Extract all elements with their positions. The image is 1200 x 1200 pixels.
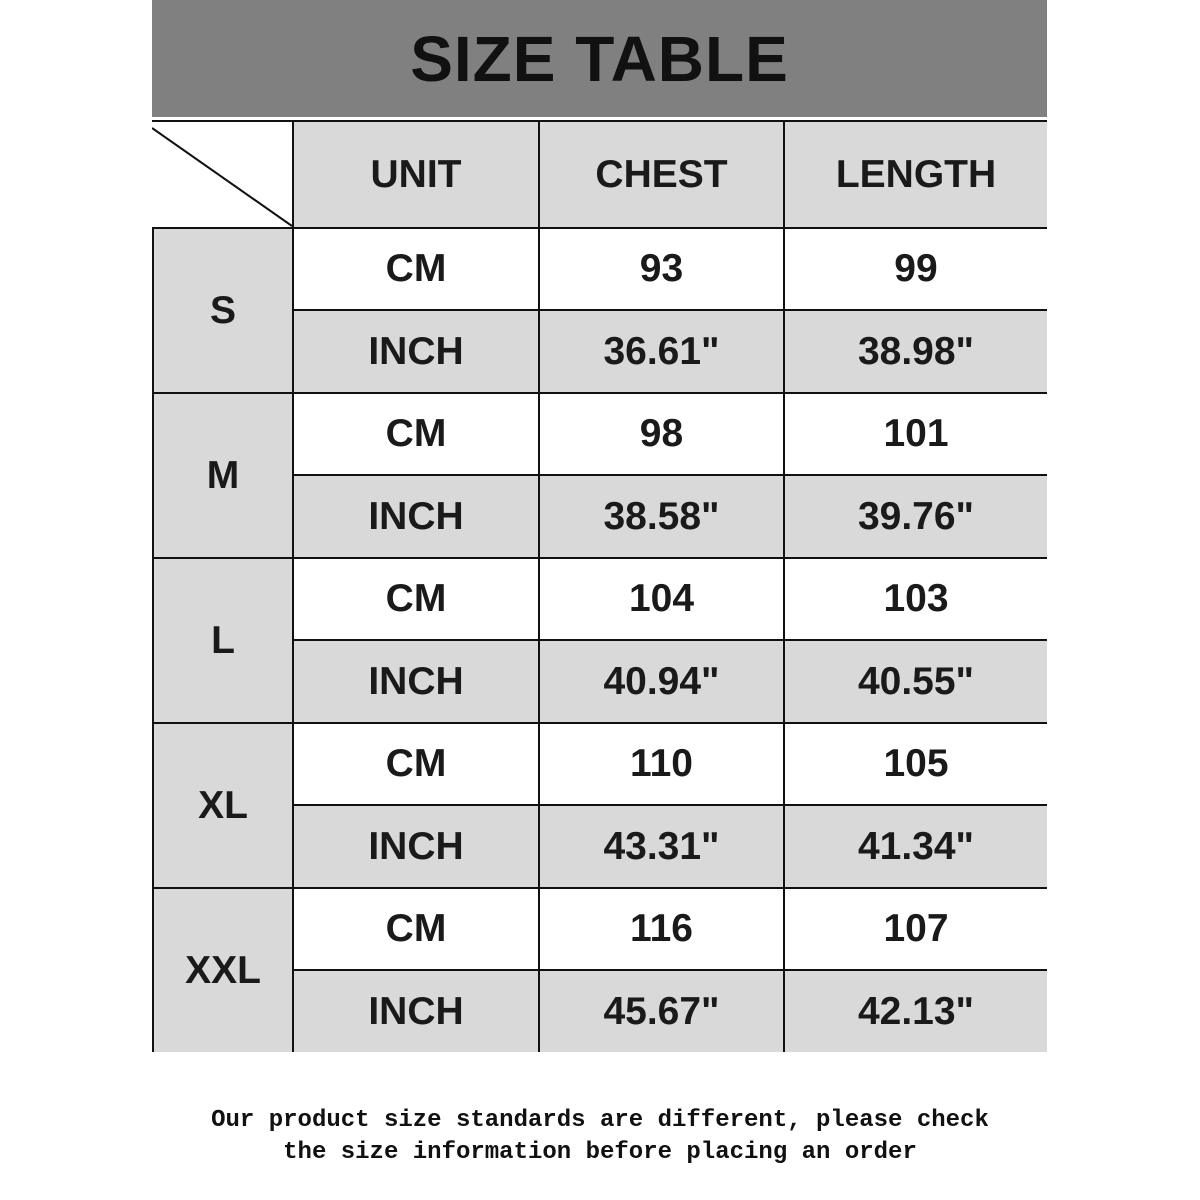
- length-cell: 41.34": [783, 804, 1047, 887]
- size-notice: Our product size standards are different…: [0, 1105, 1200, 1169]
- page-title: SIZE TABLE: [152, 0, 1047, 117]
- unit-cell: INCH: [292, 969, 538, 1052]
- unit-cell: INCH: [292, 639, 538, 722]
- chest-cell: 116: [538, 887, 783, 969]
- chest-cell: 110: [538, 722, 783, 804]
- header-chest: CHEST: [538, 120, 783, 227]
- chest-cell: 36.61": [538, 309, 783, 392]
- unit-cell: CM: [292, 392, 538, 474]
- chest-cell: 93: [538, 227, 783, 309]
- size-label-xxl: XXL: [152, 887, 292, 1052]
- notice-line-1: Our product size standards are different…: [211, 1107, 989, 1134]
- corner-cell: [151, 120, 293, 227]
- header-unit: UNIT: [292, 120, 538, 227]
- length-cell: 107: [783, 887, 1047, 969]
- diagonal-divider: [151, 127, 293, 227]
- size-label-xl: XL: [152, 722, 292, 887]
- size-label-m: M: [152, 392, 292, 557]
- unit-cell: INCH: [292, 474, 538, 557]
- chest-cell: 104: [538, 557, 783, 639]
- chest-cell: 43.31": [538, 804, 783, 887]
- unit-cell: INCH: [292, 804, 538, 887]
- chest-cell: 45.67": [538, 969, 783, 1052]
- header-length: LENGTH: [783, 120, 1047, 227]
- length-cell: 39.76": [783, 474, 1047, 557]
- size-table: UNIT CHEST LENGTH S CM 93 99 INCH 36.61" 38.98" M C…: [151, 120, 1047, 1052]
- chest-cell: 38.58": [538, 474, 783, 557]
- length-cell: 101: [783, 392, 1047, 474]
- size-label-l: L: [152, 557, 292, 722]
- size-label-s: S: [152, 227, 292, 392]
- unit-cell: CM: [292, 227, 538, 309]
- unit-cell: INCH: [292, 309, 538, 392]
- length-cell: 105: [783, 722, 1047, 804]
- length-cell: 42.13": [783, 969, 1047, 1052]
- chest-cell: 40.94": [538, 639, 783, 722]
- chest-cell: 98: [538, 392, 783, 474]
- unit-cell: CM: [292, 557, 538, 639]
- unit-cell: CM: [292, 722, 538, 804]
- length-cell: 40.55": [783, 639, 1047, 722]
- unit-cell: CM: [292, 887, 538, 969]
- notice-line-2: the size information before placing an o…: [283, 1139, 917, 1166]
- length-cell: 99: [783, 227, 1047, 309]
- length-cell: 38.98": [783, 309, 1047, 392]
- length-cell: 103: [783, 557, 1047, 639]
